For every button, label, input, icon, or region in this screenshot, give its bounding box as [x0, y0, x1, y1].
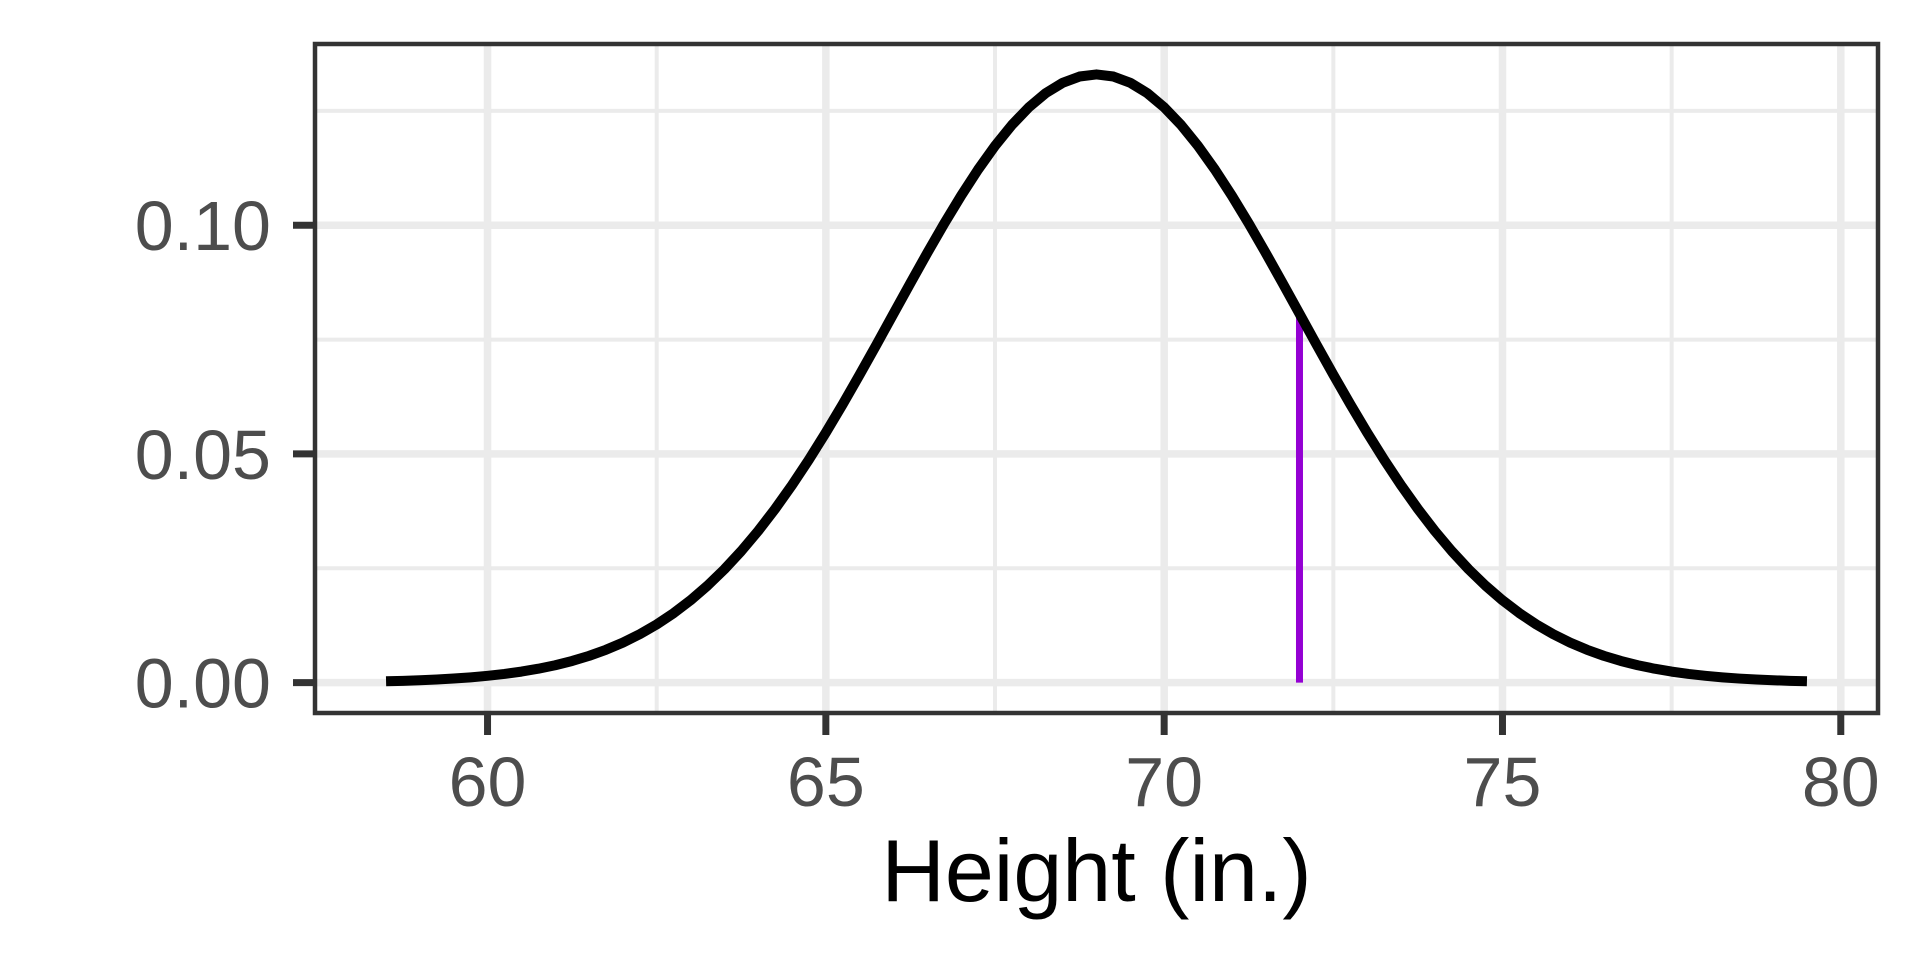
y-tick-label: 0.10	[135, 187, 271, 265]
x-tick-label: 75	[1464, 743, 1542, 821]
panel-border	[312, 41, 1881, 716]
x-tick-label: 80	[1802, 743, 1880, 821]
x-tick-label: 60	[449, 743, 527, 821]
y-tick-label: 0.00	[135, 645, 271, 723]
x-tick-label: 70	[1125, 743, 1203, 821]
axis-ticks	[293, 221, 1845, 735]
minor-gridlines	[315, 44, 1878, 713]
x-tick-label: 65	[787, 743, 865, 821]
y-tick-label: 0.05	[135, 416, 271, 494]
major-gridlines	[315, 44, 1878, 713]
x-axis-title: Height (in.)	[881, 821, 1311, 920]
plot-geoms	[385, 69, 1808, 687]
axis-tick-labels: 60 65 70 75 80 0.00 0.05 0.10	[135, 187, 1880, 821]
density-curve	[385, 69, 1808, 687]
